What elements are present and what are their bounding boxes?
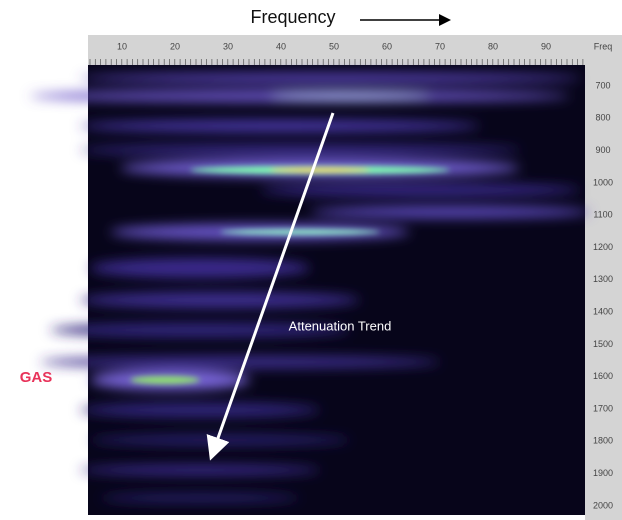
right-ruler: [585, 35, 622, 520]
right-tick-label: 1600: [593, 371, 613, 381]
ruler-ticks: [89, 59, 584, 65]
top-tick-label: 90: [541, 41, 551, 51]
top-tick-label: 30: [223, 41, 233, 51]
spectral-peaks: [130, 166, 450, 384]
unit-label: Freq: [594, 41, 613, 51]
gas-label: GAS: [20, 369, 53, 386]
right-tick-label: 1100: [593, 210, 612, 220]
top-tick-label: 40: [276, 41, 286, 51]
top-tick-label: 50: [329, 41, 339, 51]
right-tick-label: 2000: [593, 500, 613, 510]
right-tick-label: 700: [595, 80, 610, 90]
right-tick-label: 1300: [593, 274, 613, 284]
top-tick-label: 70: [435, 41, 445, 51]
right-tick-label: 900: [595, 145, 610, 155]
top-tick-label: 10: [117, 41, 127, 51]
top-tick-label: 80: [488, 41, 498, 51]
right-tick-label: 800: [595, 113, 610, 123]
right-tick-label: 1700: [593, 403, 613, 413]
right-tick-label: 1800: [593, 436, 613, 446]
plot-area: [88, 65, 585, 515]
right-tick-label: 1200: [593, 242, 613, 252]
trend-arrow: [206, 112, 335, 461]
right-tick-label: 1000: [593, 177, 613, 187]
right-tick-label: 1500: [593, 339, 613, 349]
right-tick-label: 1400: [593, 306, 613, 316]
top-tick-label: 20: [170, 41, 180, 51]
trend-label: Attenuation Trend: [289, 318, 392, 333]
title: Frequency: [250, 7, 335, 27]
right-tick-label: 1900: [593, 468, 613, 478]
top-ruler: [88, 35, 585, 65]
top-tick-label: 60: [382, 41, 392, 51]
